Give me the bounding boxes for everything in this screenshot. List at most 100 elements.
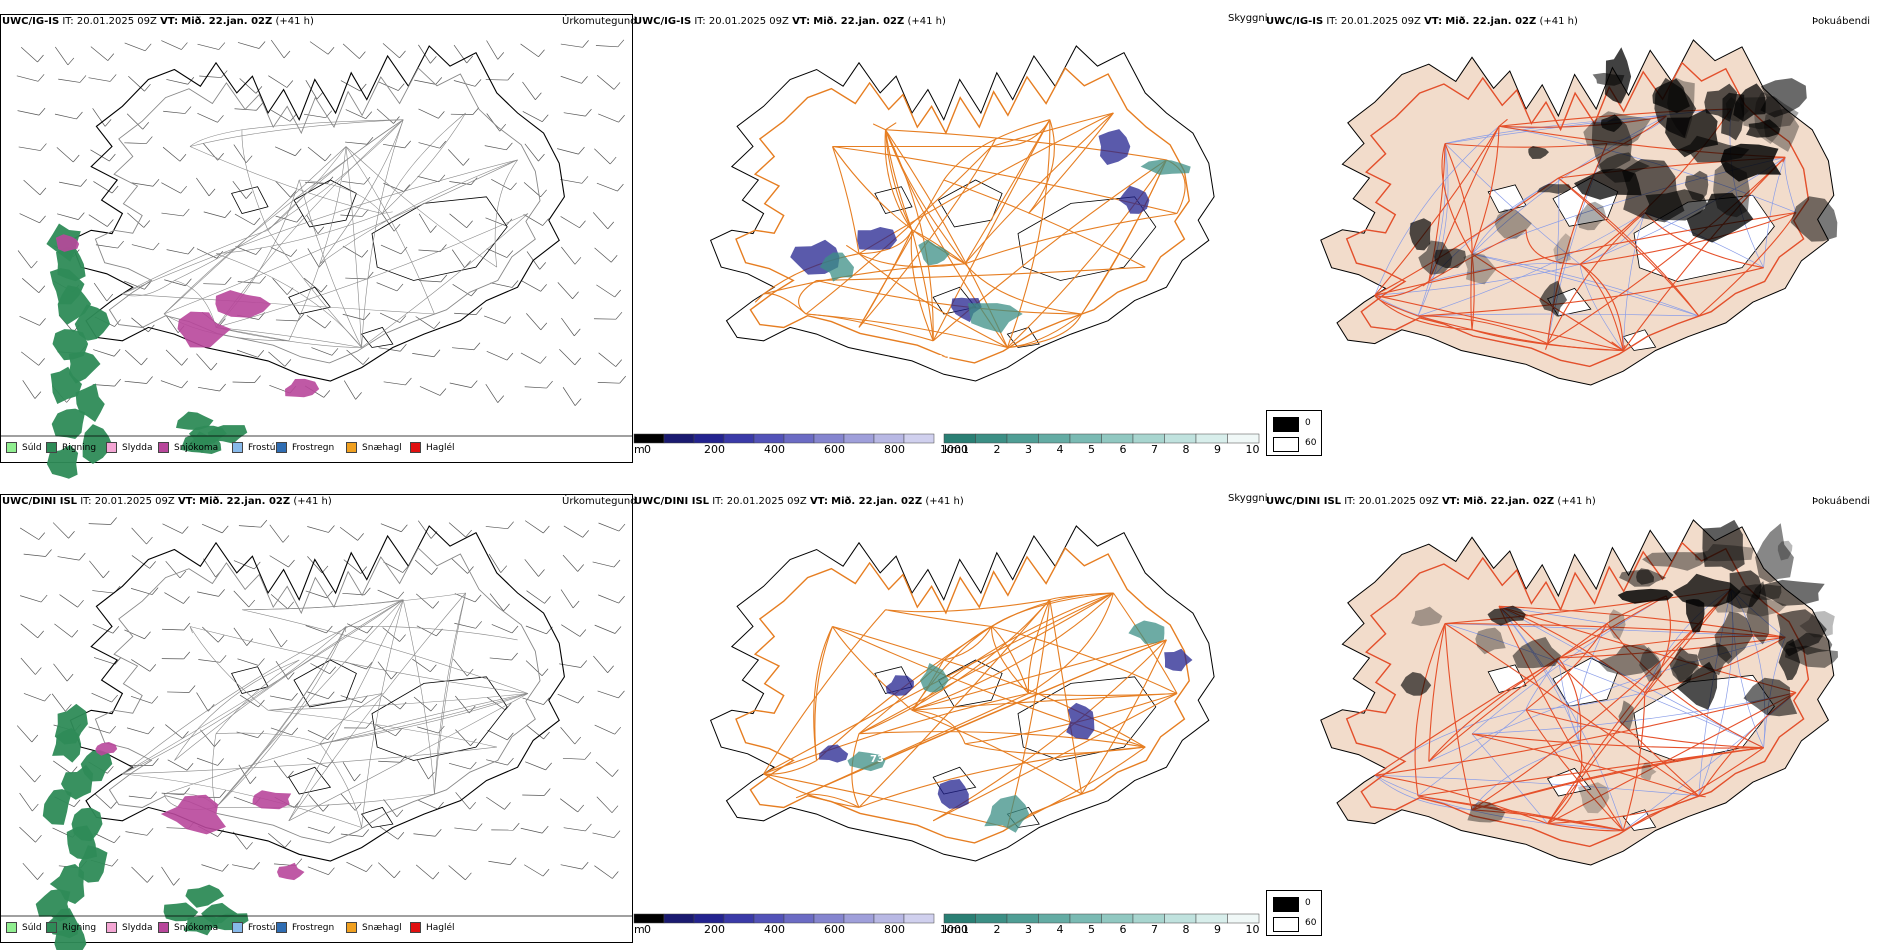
blob [1066,702,1095,740]
blob [1702,519,1745,572]
init-time-label: IT: [712,496,724,507]
blob [1164,648,1193,672]
panel-title-visibility: Skyggni [1228,493,1268,504]
blob [1577,782,1610,814]
colorbar-km-swatch [1227,433,1260,444]
legend-item-7: Haglél [410,922,455,933]
colorbar-km-tick: 6 [1119,923,1127,936]
visibility-shading [819,620,1193,833]
init-time-value: 20.01.2025 09Z [76,16,157,27]
blob [1764,108,1800,152]
blob [1697,642,1732,676]
fog-legend-label: 0 [1305,418,1311,428]
colorbar-km-tick: 3 [1025,443,1032,456]
blob [1642,552,1708,571]
visibility-map [709,45,1215,382]
colorbar-m-swatch [783,433,815,444]
legend-swatch [106,442,117,453]
colorbar-m-swatch [813,913,845,924]
legend-label: Rigning [62,922,97,933]
colorbar-km-swatch [975,913,1008,924]
init-time-label: IT: [694,16,706,27]
rain-area [74,304,111,341]
panel-title-fog: Þokuábendi [1812,496,1871,507]
colorbar-km-swatch [1132,913,1165,924]
rain-area [46,444,79,479]
legend-swatch [232,442,243,453]
fog-legend: 0 60 [1266,890,1322,936]
blob [1434,248,1466,268]
legend-item-5: Frostregn [276,442,334,453]
legend-label: Snæhagl [362,922,402,933]
valid-time-label: VT: [1424,16,1443,27]
legend-item-0: Súld [6,442,42,453]
roads-layer [735,66,1190,364]
valid-time-label: VT: [1441,496,1460,507]
colorbar-m-tick: 600 [824,923,845,936]
blob [1640,762,1657,781]
valid-time-label: VT: [792,16,811,27]
colorbar-m-tick: 600 [824,443,845,456]
init-time-label: IT: [80,496,92,507]
colorbar-m-unit: m [634,443,645,456]
blob [1539,280,1568,317]
colorbar-km-tick: 10 [1245,923,1260,936]
blob [819,744,849,763]
panel-header: UWC/DINI ISL IT: 20.01.2025 09Z VT: Mið.… [634,496,964,508]
rain-area [185,884,225,908]
valid-time-label: VT: [160,16,179,27]
colorbar-km-unit: km [944,923,962,936]
fog-shading [1400,519,1838,823]
rain-area [68,352,101,384]
lead-time: (+41 h) [1539,16,1578,27]
rain-area [61,764,94,800]
legend-swatch [158,922,169,933]
colorbar-km-tick: 3 [1025,923,1032,936]
colorbar-m-swatch [753,913,785,924]
blob [1536,183,1572,194]
model-name: UWC/IG-IS [634,16,692,27]
colorbar-km-tick: 8 [1182,443,1190,456]
init-time-value: 20.01.2025 09Z [1340,16,1421,27]
legend-label: Frostúði [248,442,284,453]
colorbar-m-tick: 800 [884,443,905,456]
colorbar-m-tick: 200 [704,923,725,936]
panel-header: UWC/IG-IS IT: 20.01.2025 09Z VT: Mið. 22… [1266,16,1578,28]
colorbar-km-tick: 10 [1245,443,1260,456]
row-graphics [0,14,1838,479]
legend-label: Frostregn [292,442,335,453]
colorbar-km-swatch [943,913,976,924]
blob [1676,661,1718,710]
blob [1639,646,1662,682]
lead-time: (+41 h) [907,16,946,27]
precip-panel-frame [0,14,633,463]
blob [1622,159,1685,223]
blob [1743,677,1798,717]
snow-area [285,378,320,398]
legend-item-3: Snjókoma [158,442,218,453]
colorbar-m-tick: 0 [644,923,651,936]
colorbar-km-swatch [1101,433,1134,444]
visibility-shading [790,129,1191,333]
colorbar-km-tick: 7 [1151,443,1158,456]
colorbar-m-swatch [723,433,755,444]
model-name: UWC/DINI ISL [1266,496,1342,507]
blob [1726,570,1762,609]
snow-area [277,862,305,881]
precip-map [69,525,565,862]
init-time-label: IT: [62,16,74,27]
colorbar-km-tick: 1 [962,923,969,936]
blob [937,779,969,809]
blob [1799,611,1835,638]
colorbar-m-swatch [873,913,905,924]
blob [918,239,950,266]
blob [1618,700,1634,731]
blob [1685,599,1705,633]
colorbar-km-tick: 5 [1088,443,1095,456]
colorbar-m-swatch [663,433,695,444]
legend-item-4: Frostúði [232,442,283,453]
colorbar-m-swatch [693,913,725,924]
legend-label: Haglél [426,922,455,933]
legend-item-4: Frostúði [232,922,283,933]
lead-time: (+41 h) [925,496,964,507]
